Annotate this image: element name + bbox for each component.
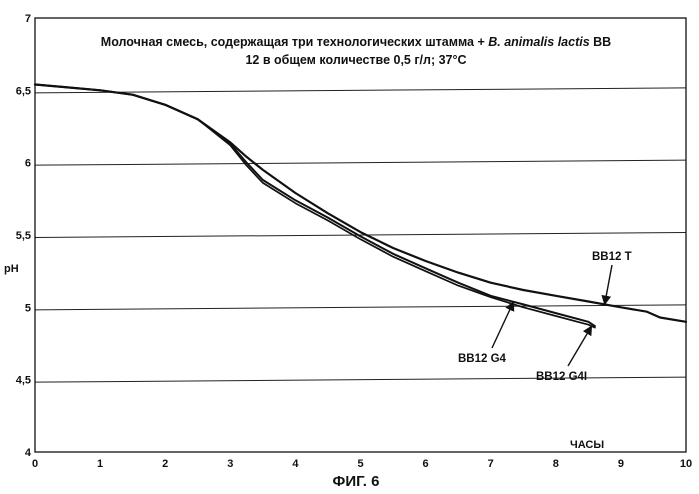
x-tick-label: 6 xyxy=(423,458,429,470)
gridline-y-5 xyxy=(35,88,686,93)
y-axis-label: pH xyxy=(4,263,19,275)
y-tick-labels: 4 4,5 5 5,5 6 6,5 7 xyxy=(16,13,32,459)
gridline-y-4 xyxy=(35,160,686,165)
x-tick-label: 5 xyxy=(357,458,363,470)
x-tick-label: 2 xyxy=(162,458,168,470)
gridline-y-2 xyxy=(35,305,686,310)
y-tick-label: 5,5 xyxy=(16,230,31,242)
y-tick-label: 7 xyxy=(25,13,31,25)
x-tick-label: 9 xyxy=(618,458,624,470)
chart-title-line-1: Молочная смесь, содержащая три технологи… xyxy=(101,35,611,49)
series-label-1: BB12 G4 xyxy=(458,353,507,365)
series-line-0 xyxy=(35,85,686,322)
series-label-0: BB12 T xyxy=(592,251,632,263)
annotation-arrow-2 xyxy=(568,326,592,366)
x-tick-label: 10 xyxy=(680,458,692,470)
series-layer xyxy=(35,85,686,328)
figure-caption: ФИГ. 6 xyxy=(333,473,380,490)
chart-title-line-2: 12 в общем количестве 0,5 г/л; 37°С xyxy=(245,53,466,67)
annotation-arrow-1 xyxy=(492,302,513,348)
x-axis-label: ЧАСЫ xyxy=(570,439,604,451)
chart-gridlines xyxy=(35,88,686,382)
y-tick-label: 4 xyxy=(25,447,32,459)
x-tick-label: 3 xyxy=(227,458,233,470)
annotation-arrow-0 xyxy=(605,265,612,304)
y-tick-label: 4,5 xyxy=(16,375,31,387)
y-tick-label: 6 xyxy=(25,158,31,170)
x-tick-label: 0 xyxy=(32,458,38,470)
series-label-2: BB12 G4I xyxy=(536,371,587,383)
x-tick-label: 7 xyxy=(488,458,494,470)
series-annotations: BB12 T BB12 G4 BB12 G4I xyxy=(458,251,632,383)
x-tick-label: 8 xyxy=(553,458,559,470)
x-tick-label: 1 xyxy=(97,458,103,470)
x-tick-label: 4 xyxy=(292,458,299,470)
y-tick-label: 6,5 xyxy=(16,85,31,97)
gridline-y-1 xyxy=(35,377,686,382)
y-tick-label: 5 xyxy=(25,302,31,314)
x-tick-labels: 0 1 2 3 4 5 6 7 8 9 10 xyxy=(32,458,692,470)
